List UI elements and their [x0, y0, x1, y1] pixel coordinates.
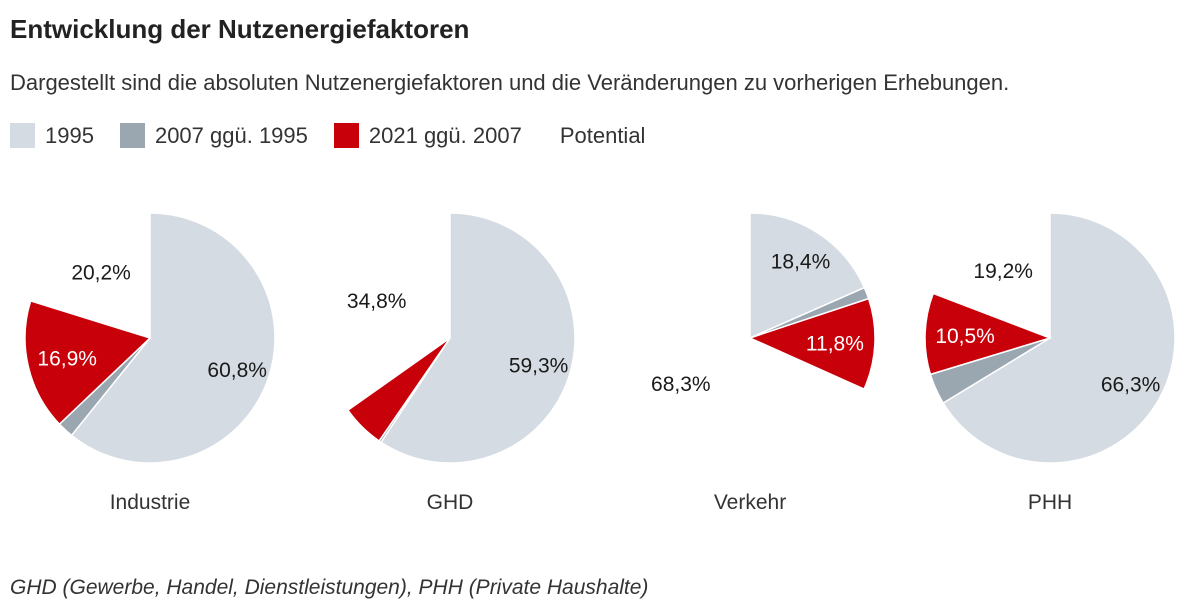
legend-swatch-2021	[333, 123, 359, 148]
data-label-ghd-3: 34,8%	[347, 290, 407, 313]
legend: 1995 2007 ggü. 1995 2021 ggü. 2007 Poten…	[10, 123, 671, 148]
data-label-phh-3: 19,2%	[973, 260, 1033, 283]
pie-slice-industrie-2	[24, 299, 152, 426]
category-label-phh: PHH	[1028, 491, 1072, 514]
legend-item-potential: Potential	[548, 123, 646, 148]
data-label-phh-0: 66,3%	[1101, 373, 1161, 396]
data-label-ghd-0: 59,3%	[509, 355, 569, 378]
data-label-verkehr-2: 11,8%	[806, 332, 864, 355]
data-label-industrie-0: 60,8%	[207, 359, 267, 382]
data-label-industrie-3: 20,2%	[71, 262, 131, 285]
legend-item-2021: 2021 ggü. 2007	[333, 123, 522, 148]
chart-title: Entwicklung der Nutzenergiefaktoren	[10, 14, 470, 44]
chart-subtitle: Dargestellt sind die absoluten Nutzenerg…	[10, 70, 1010, 95]
data-label-industrie-2: 16,9%	[37, 347, 97, 370]
legend-swatch-1995	[10, 123, 35, 148]
category-label-industrie: Industrie	[110, 491, 191, 514]
pie-slice-industrie-0	[70, 212, 276, 464]
category-label-ghd: GHD	[427, 491, 474, 514]
pie-slice-verkehr-2	[747, 297, 876, 391]
legend-label-2021: 2021 ggü. 2007	[368, 123, 522, 148]
data-label-phh-2: 10,5%	[935, 325, 995, 348]
footnote: GHD (Gewerbe, Handel, Dienstleistungen),…	[10, 576, 649, 599]
data-label-verkehr-3: 68,3%	[651, 373, 711, 396]
pie-slice-phh-2	[924, 292, 1053, 376]
pie-slice-phh-0	[942, 212, 1176, 464]
legend-label-1995: 1995	[45, 123, 94, 148]
legend-item-1995: 1995	[10, 123, 94, 148]
pie-slice-ghd-2	[346, 337, 451, 442]
legend-swatch-2007	[119, 123, 145, 148]
legend-item-2007: 2007 ggü. 1995	[119, 123, 308, 148]
pie-slice-ghd-0	[379, 212, 576, 464]
legend-label-2007: 2007 ggü. 1995	[154, 123, 308, 148]
legend-label-potential: Potential	[559, 123, 646, 148]
category-label-verkehr: Verkehr	[714, 491, 786, 514]
pie-slice-verkehr-0	[749, 212, 866, 340]
data-label-verkehr-0: 18,4%	[771, 251, 831, 274]
